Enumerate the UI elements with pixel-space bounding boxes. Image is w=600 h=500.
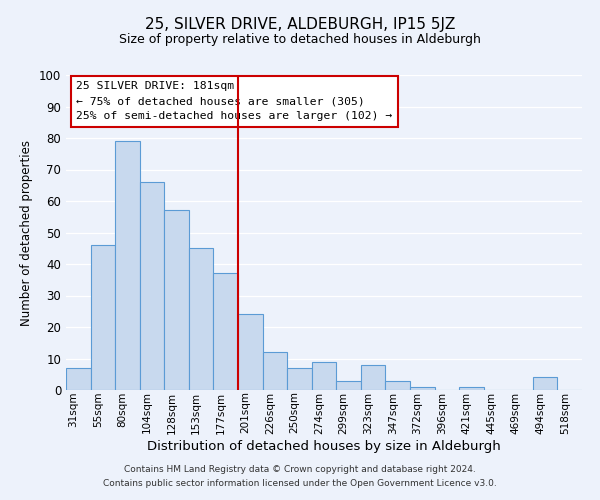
Bar <box>533 378 557 390</box>
Bar <box>164 210 189 390</box>
Bar <box>361 365 385 390</box>
X-axis label: Distribution of detached houses by size in Aldeburgh: Distribution of detached houses by size … <box>147 440 501 454</box>
Bar <box>91 245 115 390</box>
Bar <box>287 368 312 390</box>
Bar <box>263 352 287 390</box>
Bar <box>115 141 140 390</box>
Bar <box>140 182 164 390</box>
Bar <box>336 380 361 390</box>
Text: Size of property relative to detached houses in Aldeburgh: Size of property relative to detached ho… <box>119 32 481 46</box>
Bar <box>385 380 410 390</box>
Text: 25 SILVER DRIVE: 181sqm
← 75% of detached houses are smaller (305)
25% of semi-d: 25 SILVER DRIVE: 181sqm ← 75% of detache… <box>76 82 392 121</box>
Text: 25, SILVER DRIVE, ALDEBURGH, IP15 5JZ: 25, SILVER DRIVE, ALDEBURGH, IP15 5JZ <box>145 18 455 32</box>
Bar <box>66 368 91 390</box>
Text: Contains HM Land Registry data © Crown copyright and database right 2024.
Contai: Contains HM Land Registry data © Crown c… <box>103 466 497 487</box>
Bar <box>312 362 336 390</box>
Y-axis label: Number of detached properties: Number of detached properties <box>20 140 34 326</box>
Bar <box>189 248 214 390</box>
Bar <box>214 274 238 390</box>
Bar <box>238 314 263 390</box>
Bar <box>459 387 484 390</box>
Bar <box>410 387 434 390</box>
